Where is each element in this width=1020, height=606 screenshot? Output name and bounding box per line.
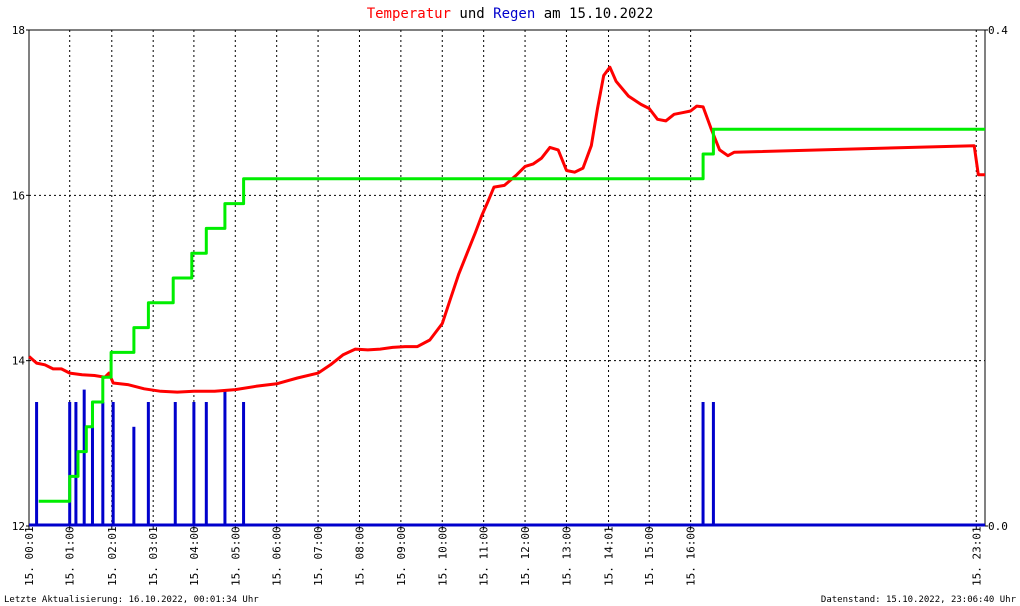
x-tick-label: 15. 01:00 xyxy=(64,526,77,586)
rain-bar xyxy=(82,389,86,526)
rain-bar xyxy=(101,402,105,526)
x-tick-label: 15. 11:00 xyxy=(478,526,491,586)
rain-bar xyxy=(204,402,208,526)
title-temperature-word: Temperatur xyxy=(367,6,451,22)
chart-title: Temperatur und Regen am 15.10.2022 xyxy=(367,6,654,22)
x-tick-label: 15. 15:00 xyxy=(643,526,656,586)
x-axis-ticks: 15. 00:01 15. 01:00 15. 02:01 15. 03:01 15. … xyxy=(23,526,983,586)
y-left-tick-label: 18 xyxy=(12,24,25,37)
y-left-tick-label: 16 xyxy=(12,189,25,202)
rain-bar xyxy=(111,402,115,526)
rain-bar xyxy=(146,402,150,526)
x-tick-label: 15. 00:01 xyxy=(23,526,36,586)
rain-bar xyxy=(35,402,39,526)
rain-bar xyxy=(173,402,177,526)
grid-lines xyxy=(29,30,985,526)
rain-bar xyxy=(711,402,715,526)
rain-bar xyxy=(90,402,94,526)
rain-bar xyxy=(132,426,136,526)
x-tick-label: 15. 13:00 xyxy=(560,526,573,586)
y-left-tick-label: 14 xyxy=(12,355,26,368)
x-tick-label: 15. 16:00 xyxy=(685,526,698,586)
y-axis-right-ticks: 0.0 0.4 xyxy=(985,24,1008,533)
x-tick-label: 15. 02:01 xyxy=(106,526,119,586)
x-tick-label: 15. 08:00 xyxy=(353,526,366,586)
x-tick-label: 15. 04:00 xyxy=(188,526,201,586)
title-rain-word: Regen xyxy=(493,6,535,22)
rain-bar xyxy=(74,402,78,526)
title-und-word: und xyxy=(451,6,493,22)
x-tick-label: 15. 03:01 xyxy=(147,526,160,586)
title-date: am 15.10.2022 xyxy=(535,6,653,22)
x-tick-label: 15. 23:01 xyxy=(970,526,983,586)
rain-bar xyxy=(242,402,246,526)
x-tick-label: 15. 06:00 xyxy=(271,526,284,586)
x-tick-label: 15. 10:00 xyxy=(436,526,449,586)
x-tick-label: 15. 14:01 xyxy=(603,526,616,586)
y-axis-left-ticks: 12 14 16 18 xyxy=(12,24,29,533)
x-tick-label: 15. 05:00 xyxy=(229,526,242,586)
rain-bar xyxy=(68,402,72,526)
rain-bar xyxy=(223,389,227,526)
rain-bars xyxy=(29,389,985,527)
rain-bar xyxy=(192,402,196,526)
y-left-tick-label: 12 xyxy=(12,520,25,533)
x-tick-label: 15. 09:00 xyxy=(395,526,408,586)
temperature-line xyxy=(28,65,985,394)
footer-data-timestamp: Datenstand: 15.10.2022, 23:06:40 Uhr xyxy=(821,595,1017,605)
series-lines xyxy=(28,65,985,503)
x-tick-label: 15. 12:00 xyxy=(519,526,532,586)
y-right-tick-label: 0.0 xyxy=(988,520,1008,533)
footer-last-update: Letzte Aktualisierung: 16.10.2022, 00:01… xyxy=(4,595,259,605)
x-tick-label: 15. 07:00 xyxy=(312,526,325,586)
rain-cumulative-line xyxy=(38,127,985,503)
y-right-tick-label: 0.4 xyxy=(988,24,1008,37)
rain-bar xyxy=(701,402,705,526)
